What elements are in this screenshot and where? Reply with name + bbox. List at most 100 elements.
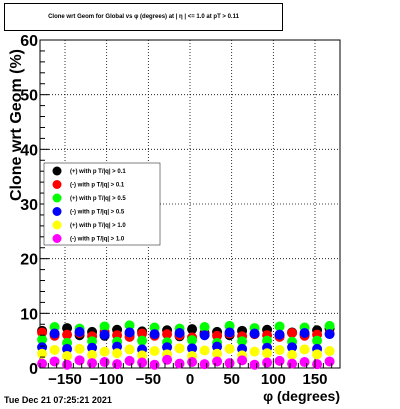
y-tick-label-6: 60: [20, 33, 38, 50]
point-s5-3: [74, 343, 85, 354]
point-s6-15: [224, 358, 235, 369]
point-s3-8: [137, 335, 148, 346]
point-s6-2: [62, 359, 73, 370]
point-s5-1: [49, 344, 60, 355]
point-s6-16: [237, 355, 248, 366]
y-tick-label-3: 30: [20, 197, 38, 214]
y-tick-label-5: 50: [20, 88, 38, 105]
point-s6-23: [324, 356, 335, 367]
point-s5-15: [224, 343, 235, 354]
point-s4-3: [74, 326, 85, 337]
point-s4-19: [274, 329, 285, 340]
legend: (+) with p T/|q| > 0.1 (-) with p T/|q| >…: [43, 162, 161, 246]
point-s4-1: [49, 328, 60, 339]
point-s6-5: [99, 356, 110, 367]
point-s4-15: [224, 327, 235, 338]
point-s5-5: [99, 346, 110, 357]
point-s2-14: [212, 330, 223, 341]
point-s4-14: [212, 341, 223, 352]
x-tick-label-6: 150: [302, 371, 327, 388]
y-tick-label-0: 0: [29, 361, 38, 378]
point-s5-19: [274, 344, 285, 355]
point-s5-6: [112, 348, 123, 359]
x-tick-label-2: −50: [136, 371, 161, 388]
point-s5-9: [149, 346, 160, 357]
point-s5-2: [62, 350, 73, 361]
x-tick-label-3: 0: [186, 371, 194, 388]
point-s4-10: [162, 342, 173, 353]
point-s3-0: [37, 334, 48, 345]
point-s5-0: [37, 348, 48, 359]
x-tick-label-5: 100: [261, 371, 286, 388]
point-s5-13: [199, 345, 210, 356]
point-s6-10: [162, 354, 173, 365]
point-s6-14: [212, 356, 223, 367]
x-axis-label: φ (degrees): [263, 388, 340, 404]
axes: −150 −100 −50 0 50 100 150 0 10 20 30 40 50 60: [20, 33, 341, 388]
point-s1-12: [187, 324, 198, 335]
point-s5-21: [299, 344, 310, 355]
timestamp: Tue Dec 21 07:25:21 2021: [4, 395, 112, 405]
point-s2-10: [162, 329, 173, 340]
legend-marker-2: [52, 180, 62, 189]
point-s5-4: [87, 349, 98, 360]
legend-marker-5: [52, 220, 62, 230]
legend-label-3: (+) with p T/|q| > 0.5: [70, 196, 126, 202]
point-s3-18: [262, 335, 273, 346]
y-tick-label-2: 20: [20, 252, 38, 269]
point-s5-8: [137, 350, 148, 361]
point-s5-23: [324, 346, 335, 357]
legend-marker-1: [52, 166, 62, 176]
point-s6-13: [199, 359, 210, 370]
grid-lines: [40, 40, 340, 368]
legend-marker-6: [52, 234, 62, 243]
point-s6-7: [124, 355, 135, 366]
point-s2-20: [287, 328, 298, 339]
point-s6-6: [112, 359, 123, 370]
point-s4-5: [99, 329, 110, 340]
point-s3-19: [274, 321, 285, 332]
point-s3-13: [199, 322, 210, 332]
point-s4-17: [249, 328, 260, 339]
legend-label-6: (-) with p T/|q| > 1.0: [70, 237, 125, 243]
point-s5-14: [212, 348, 223, 359]
point-s6-9: [149, 359, 160, 370]
point-s3-23: [324, 320, 335, 331]
point-s4-11: [174, 328, 185, 339]
point-s6-20: [287, 358, 298, 369]
point-s4-9: [149, 329, 160, 340]
y-tick-label-1: 10: [20, 306, 38, 323]
legend-box: [43, 162, 161, 246]
point-s5-20: [287, 349, 298, 360]
legend-label-5: (+) with p T/|q| > 1.0: [70, 223, 126, 229]
point-s3-5: [99, 321, 110, 332]
point-s2-8: [137, 328, 148, 339]
chart-title: Clone wrt Geom for Global vs φ (degrees)…: [4, 3, 283, 31]
point-s6-12: [187, 356, 198, 367]
point-s3-7: [124, 320, 135, 331]
data-points: [37, 320, 335, 370]
legend-label-2: (-) with p T/|q| > 0.1: [70, 183, 125, 189]
point-s3-22: [312, 335, 323, 346]
point-s6-21: [299, 356, 310, 367]
point-s5-22: [312, 349, 323, 360]
point-s3-12: [187, 335, 198, 346]
point-s4-2: [62, 343, 73, 354]
point-s4-7: [124, 327, 135, 338]
legend-marker-3: [52, 193, 62, 203]
point-s6-18: [262, 357, 273, 368]
point-s3-16: [237, 336, 248, 347]
point-s6-8: [137, 357, 148, 368]
point-s6-17: [249, 359, 260, 370]
point-s6-11: [174, 358, 185, 369]
point-s5-17: [249, 346, 260, 357]
point-s4-12: [187, 343, 198, 354]
y-axis-label: Clone wrt Geom (%): [8, 49, 25, 201]
point-s4-4: [87, 342, 98, 353]
point-s2-2: [62, 329, 73, 340]
x-tick-label-4: 50: [223, 371, 240, 388]
point-s4-13: [199, 330, 210, 341]
x-tick-label-1: −100: [90, 371, 124, 388]
y-tick-label-4: 40: [20, 142, 38, 159]
